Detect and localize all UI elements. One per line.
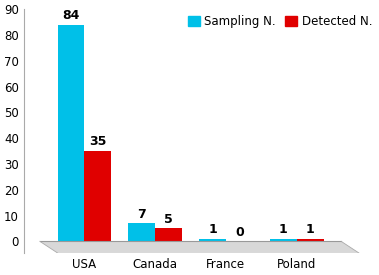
Text: 1: 1	[208, 223, 217, 236]
Text: 84: 84	[62, 9, 80, 22]
Text: 1: 1	[306, 223, 315, 236]
Bar	[155, 229, 182, 241]
Bar	[199, 239, 226, 241]
Bar	[58, 25, 85, 241]
Bar	[270, 239, 297, 241]
Text: 7: 7	[137, 208, 146, 221]
Polygon shape	[40, 241, 359, 253]
Bar	[128, 223, 155, 241]
Bar	[85, 151, 111, 241]
Bar	[297, 239, 324, 241]
Text: 1: 1	[279, 223, 288, 236]
Text: 35: 35	[89, 136, 106, 148]
Text: 0: 0	[235, 226, 244, 239]
Text: 5: 5	[164, 213, 173, 226]
Legend: Sampling N., Detected N.: Sampling N., Detected N.	[188, 15, 373, 28]
